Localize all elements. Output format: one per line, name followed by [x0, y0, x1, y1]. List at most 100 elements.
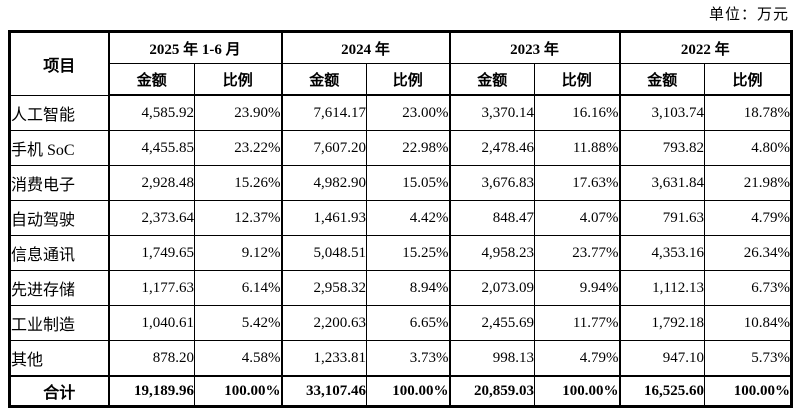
column-header-ratio: 比例: [704, 63, 793, 96]
table-cell: 1,233.81: [280, 340, 367, 377]
table-cell: 3,370.14: [448, 94, 536, 131]
table-cell: 1,749.65: [107, 235, 195, 271]
header-row-periods: 项目 2025 年 1-6 月 2024 年 2023 年 2022 年: [9, 31, 793, 96]
table-cell: 2,455.69: [448, 305, 536, 341]
row-label: 消费电子: [9, 165, 109, 201]
column-header-amount: 金额: [107, 63, 195, 96]
column-header-period-2025h1: 2025 年 1-6 月: [107, 31, 282, 64]
table-cell: 848.47: [448, 200, 536, 236]
header-row-subcolumns: 金额 比例 金额 比例 金额 比例 金额 比例: [10, 63, 793, 96]
table-cell: 11.88%: [534, 130, 621, 166]
table-cell: 23.00%: [365, 94, 451, 131]
table-cell: 15.05%: [365, 165, 451, 201]
total-row-label: 合计: [9, 375, 109, 407]
table-cell: 3,103.74: [618, 94, 706, 131]
table-cell: 5,048.51: [280, 235, 367, 271]
column-header-amount: 金额: [280, 63, 367, 96]
table-cell: 18.78%: [704, 94, 793, 131]
table-total-row: 合计 19,189.96 100.00% 33,107.46 100.00% 2…: [9, 375, 793, 407]
column-header-period-2023: 2023 年: [448, 31, 621, 64]
table-cell: 1,461.93: [280, 200, 367, 236]
table-cell: 33,107.46: [280, 375, 367, 407]
table-row: 工业制造 1,040.61 5.42% 2,200.63 6.65% 2,455…: [9, 305, 793, 341]
column-header-amount: 金额: [448, 63, 536, 96]
table-cell: 5.42%: [194, 305, 282, 341]
table-cell: 4,982.90: [280, 165, 367, 201]
table-cell: 878.20: [107, 340, 195, 377]
column-header-ratio: 比例: [365, 63, 451, 96]
table-cell: 10.84%: [704, 305, 793, 341]
table-cell: 998.13: [448, 340, 536, 377]
column-header-period-2024: 2024 年: [280, 31, 451, 64]
table-cell: 15.25%: [365, 235, 451, 271]
table-cell: 7,614.17: [280, 94, 367, 131]
table-cell: 4,585.92: [107, 94, 195, 131]
table-cell: 1,112.13: [618, 270, 706, 306]
table-cell: 1,792.18: [618, 305, 706, 341]
table-cell: 4.07%: [534, 200, 621, 236]
row-label: 手机 SoC: [9, 130, 109, 166]
row-label: 先进存储: [9, 270, 109, 306]
table-cell: 3,631.84: [618, 165, 706, 201]
unit-label: 单位：万元: [708, 7, 789, 23]
table-cell: 4.58%: [194, 340, 282, 377]
table-cell: 21.98%: [704, 165, 793, 201]
table-cell: 6.65%: [365, 305, 451, 341]
table-cell: 2,373.64: [107, 200, 195, 236]
table-cell: 26.34%: [704, 235, 793, 271]
table-cell: 23.90%: [194, 94, 282, 131]
table-cell: 6.73%: [704, 270, 793, 306]
table-row: 自动驾驶 2,373.64 12.37% 1,461.93 4.42% 848.…: [9, 200, 793, 236]
table-cell: 947.10: [618, 340, 706, 377]
table-cell: 100.00%: [534, 375, 621, 407]
table-cell: 1,040.61: [107, 305, 195, 341]
table-cell: 793.82: [618, 130, 706, 166]
column-header-ratio: 比例: [534, 63, 621, 96]
table-cell: 19,189.96: [107, 375, 195, 407]
column-header-amount: 金额: [618, 63, 706, 96]
table-cell: 4,353.16: [618, 235, 706, 271]
table-cell: 100.00%: [704, 375, 793, 407]
table-cell: 9.12%: [194, 235, 282, 271]
table-cell: 4,958.23: [448, 235, 536, 271]
table-row: 先进存储 1,177.63 6.14% 2,958.32 8.94% 2,073…: [9, 270, 793, 306]
table-cell: 100.00%: [194, 375, 282, 407]
table-row: 信息通讯 1,749.65 9.12% 5,048.51 15.25% 4,95…: [9, 235, 793, 271]
table-cell: 2,928.48: [107, 165, 195, 201]
column-header-period-2022: 2022 年: [618, 31, 793, 64]
table-cell: 22.98%: [365, 130, 451, 166]
table-cell: 23.77%: [534, 235, 621, 271]
table-cell: 1,177.63: [107, 270, 195, 306]
table-cell: 20,859.03: [448, 375, 536, 407]
table-cell: 17.63%: [534, 165, 621, 201]
table-row: 人工智能 4,585.92 23.90% 7,614.17 23.00% 3,3…: [9, 94, 793, 131]
row-label: 信息通讯: [9, 235, 109, 271]
table-cell: 2,200.63: [280, 305, 367, 341]
table-cell: 2,478.46: [448, 130, 536, 166]
table-cell: 5.73%: [704, 340, 793, 377]
row-label: 其他: [9, 340, 109, 377]
table-cell: 6.14%: [194, 270, 282, 306]
table-row: 其他 878.20 4.58% 1,233.81 3.73% 998.13 4.…: [9, 340, 793, 377]
column-header-item: 项目: [9, 31, 109, 96]
table-cell: 100.00%: [365, 375, 451, 407]
table-cell: 23.22%: [194, 130, 282, 166]
row-label: 自动驾驶: [9, 200, 109, 236]
table-cell: 2,958.32: [280, 270, 367, 306]
table-cell: 4.79%: [704, 200, 793, 236]
table-row: 消费电子 2,928.48 15.26% 4,982.90 15.05% 3,6…: [9, 165, 793, 201]
table-cell: 4.80%: [704, 130, 793, 166]
revenue-breakdown-table: 项目 2025 年 1-6 月 2024 年 2023 年 2022 年 金额 …: [8, 30, 794, 408]
row-label: 人工智能: [9, 94, 109, 131]
row-label: 工业制造: [9, 305, 109, 341]
table-cell: 15.26%: [194, 165, 282, 201]
table-cell: 4,455.85: [107, 130, 195, 166]
table-cell: 3.73%: [365, 340, 451, 377]
table-cell: 16,525.60: [618, 375, 706, 407]
table-cell: 16.16%: [534, 94, 621, 131]
table-cell: 4.42%: [365, 200, 451, 236]
table-cell: 4.79%: [534, 340, 621, 377]
table-cell: 11.77%: [534, 305, 621, 341]
table-cell: 9.94%: [534, 270, 621, 306]
